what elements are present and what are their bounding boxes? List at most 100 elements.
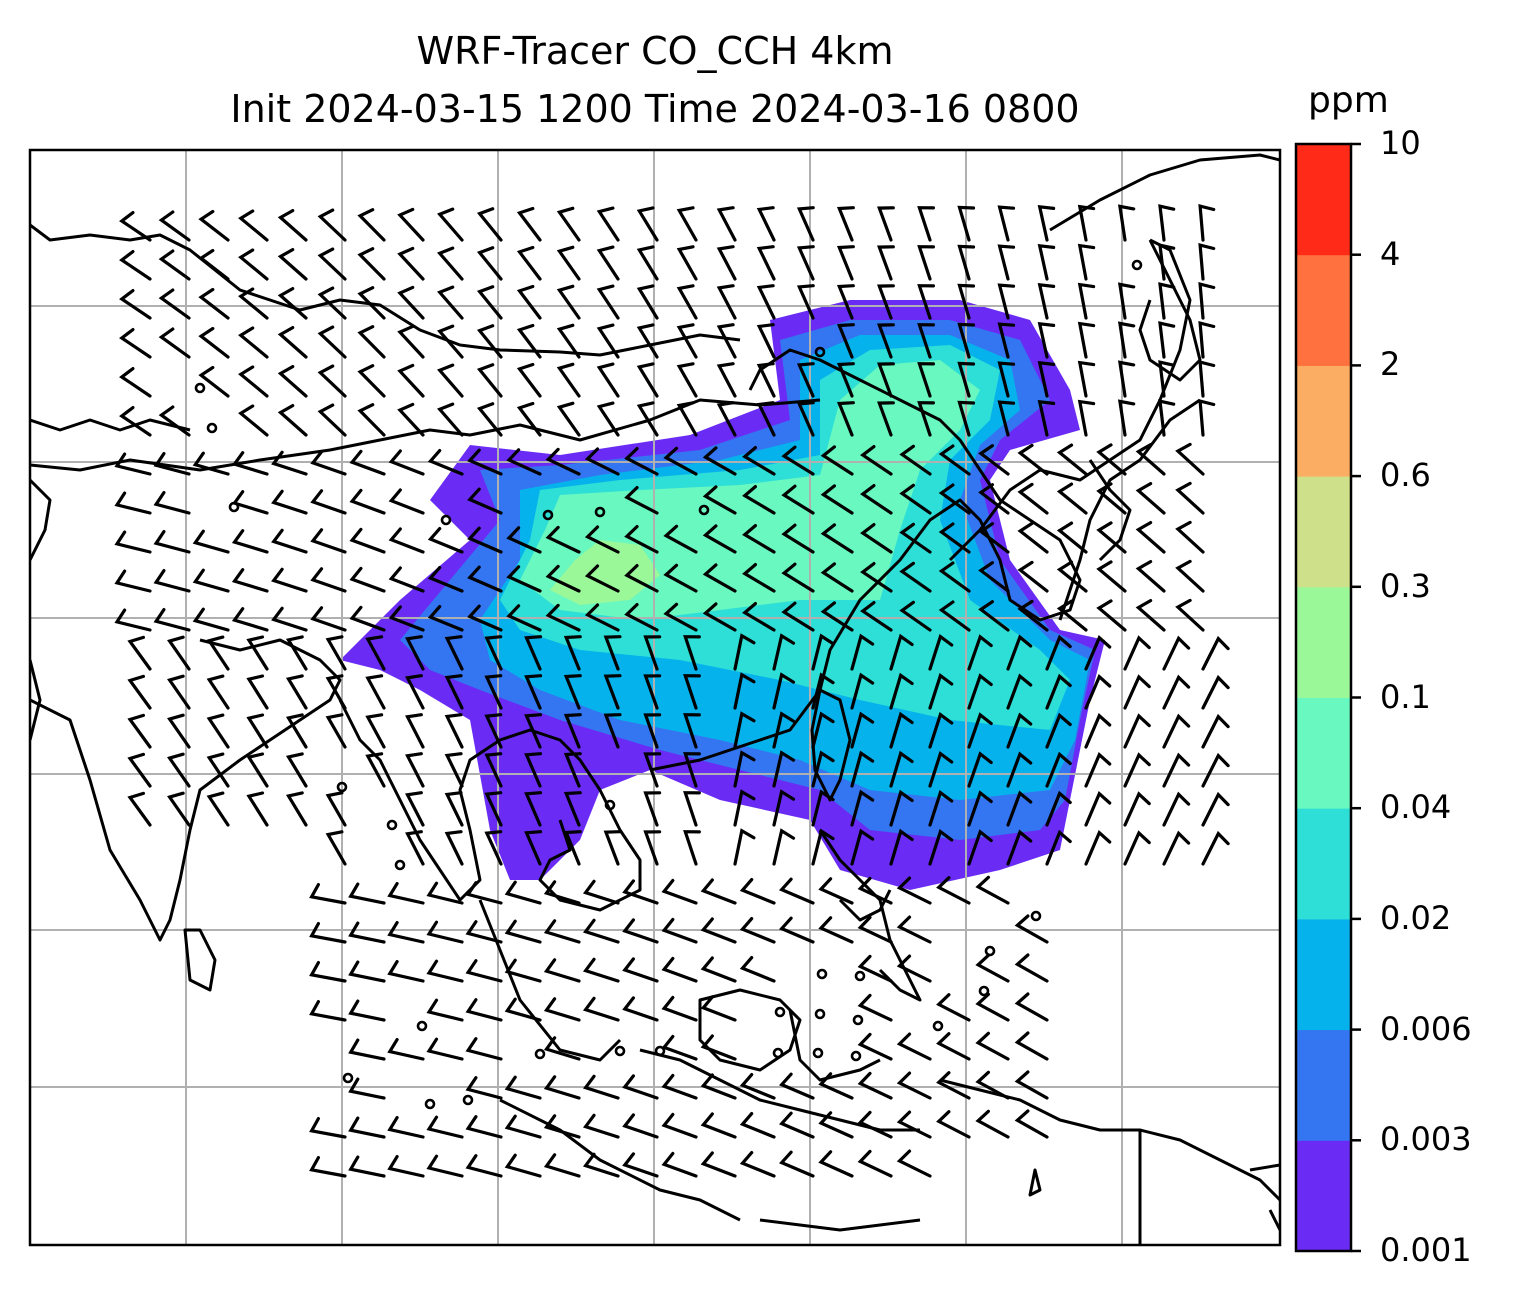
wind-barb <box>524 713 543 749</box>
wind-barb <box>1175 442 1205 476</box>
map-plot-area <box>30 150 1280 1245</box>
wind-barb <box>772 633 796 671</box>
wind-barb <box>756 401 776 437</box>
calm-wind-marker <box>812 1047 824 1059</box>
wind-barb <box>700 1112 737 1139</box>
wind-barb <box>348 1038 386 1061</box>
wind-barb <box>733 633 756 671</box>
colorbar-segment <box>1296 808 1351 920</box>
wind-barb <box>285 752 308 788</box>
wind-barb <box>556 284 581 320</box>
wind-barb <box>811 789 835 827</box>
wind-barb <box>772 828 796 866</box>
wind-barb <box>917 284 935 320</box>
wind-barb <box>997 322 1016 359</box>
wind-barb <box>636 401 659 437</box>
wind-barb <box>325 674 347 710</box>
wind-barb <box>246 752 269 788</box>
wind-barb <box>624 447 659 476</box>
colorbar-segment <box>1296 144 1351 256</box>
wind-barb <box>1077 243 1096 281</box>
wind-barb <box>285 791 308 827</box>
wind-barb <box>1158 282 1176 320</box>
wind-barb <box>622 1113 659 1139</box>
wind-barb <box>1017 443 1049 476</box>
wind-barb <box>387 960 425 983</box>
wind-barb <box>524 791 543 827</box>
wind-barb <box>1175 481 1205 515</box>
wind-barb <box>899 522 932 554</box>
wind-barb <box>119 250 152 281</box>
wind-barb <box>917 206 935 242</box>
wind-barb <box>357 208 386 242</box>
wind-barb <box>516 284 542 320</box>
wind-barb <box>756 245 776 281</box>
wind-barb <box>231 529 269 554</box>
wind-barb <box>556 206 581 242</box>
wind-barb <box>700 878 737 905</box>
calm-wind-marker <box>542 509 554 521</box>
calm-wind-marker <box>424 1098 436 1110</box>
wind-barb <box>889 789 914 827</box>
wind-barb <box>1096 560 1127 593</box>
wind-barb <box>596 401 620 437</box>
wind-barb <box>700 995 737 1022</box>
wind-barb <box>127 635 152 671</box>
wind-barb <box>285 713 308 749</box>
wind-barb <box>427 605 464 632</box>
wind-barb <box>506 526 542 554</box>
wind-barb <box>563 635 582 671</box>
wind-barb <box>702 524 737 554</box>
wind-barb <box>756 362 776 398</box>
wind-barb <box>739 1073 776 1100</box>
wind-barb <box>772 672 796 710</box>
wind-barb <box>504 880 542 905</box>
calm-wind-marker <box>816 968 828 980</box>
wind-barb <box>733 750 756 788</box>
wind-barb <box>643 635 662 671</box>
wind-barb <box>818 1150 854 1178</box>
wind-barb <box>818 877 854 905</box>
wind-barb <box>545 564 581 593</box>
wind-barb <box>1096 482 1127 515</box>
wind-barb <box>524 752 543 788</box>
wind-barb <box>1117 204 1136 242</box>
wind-barb <box>388 488 425 515</box>
wind-barb <box>387 1155 425 1178</box>
wind-barb <box>818 1111 854 1139</box>
wind-barb <box>596 284 620 320</box>
wind-barb <box>663 602 698 632</box>
wind-barb <box>310 450 347 476</box>
wind-barb <box>349 527 386 554</box>
wind-barb <box>700 1151 737 1178</box>
colorbar-tick-label: 4 <box>1380 234 1401 273</box>
wind-barb <box>716 362 737 398</box>
wind-barb <box>596 323 620 359</box>
wind-barb <box>556 401 581 437</box>
calm-wind-marker <box>854 970 866 982</box>
wind-barb <box>238 365 269 398</box>
wind-barb <box>857 1032 893 1061</box>
wind-barb <box>716 323 737 359</box>
calm-wind-marker <box>984 945 996 957</box>
wind-barb <box>676 362 698 398</box>
wind-barb <box>622 996 659 1022</box>
wind-barb <box>1037 282 1056 320</box>
wind-barb <box>545 603 581 632</box>
wind-barb <box>818 1072 854 1100</box>
wind-barb <box>772 789 796 827</box>
wind-barb <box>1175 520 1205 554</box>
wind-barb <box>1201 674 1230 710</box>
wind-barb <box>836 245 855 281</box>
wind-barb <box>119 406 152 437</box>
wind-barb <box>158 288 191 320</box>
wind-barb <box>742 446 776 476</box>
wind-barb <box>397 363 425 398</box>
wind-barb <box>936 1032 971 1061</box>
colorbar-segment <box>1296 1029 1351 1141</box>
wind-barb <box>643 830 662 866</box>
wind-barb <box>889 828 914 866</box>
colorbar-tick-label: 0.3 <box>1380 566 1431 605</box>
wind-barb <box>1175 598 1205 632</box>
wind-barb <box>349 566 386 593</box>
